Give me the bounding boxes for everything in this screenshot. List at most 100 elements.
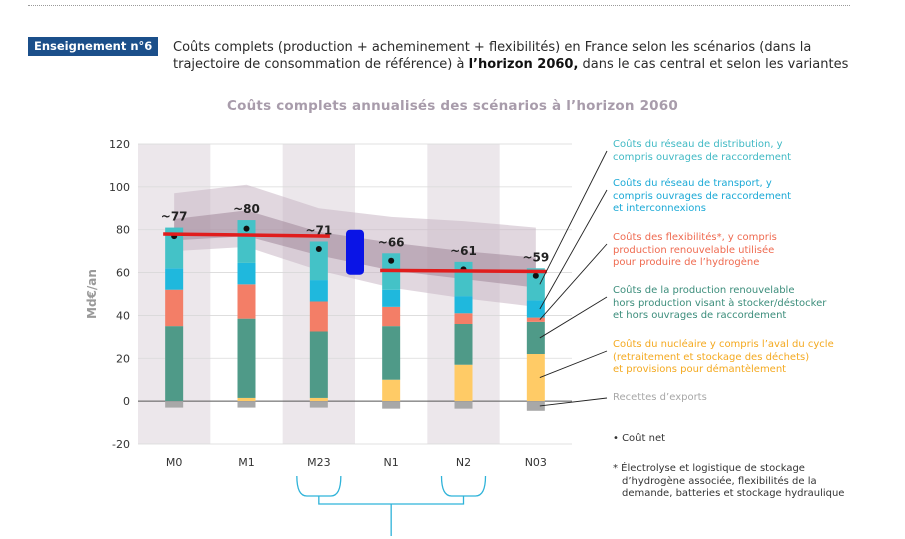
bar-segment-flex-m1 bbox=[237, 284, 256, 319]
legend-text-line: production renouvelable utilisée bbox=[613, 244, 775, 256]
leader-line-exports bbox=[539, 397, 608, 407]
bar-segment-renewable-n03 bbox=[526, 321, 545, 354]
average-line-1 bbox=[163, 232, 330, 238]
bar-segment-transport-m1 bbox=[237, 262, 256, 285]
net-cost-dot-n03 bbox=[532, 272, 539, 279]
bar-segment-distribution-m23 bbox=[309, 241, 328, 281]
heading-text-start: Coûts complets (production + acheminemen… bbox=[173, 40, 812, 72]
bar-segment-exports-n03 bbox=[526, 401, 545, 411]
legend-text-line: compris ouvrages de raccordement bbox=[613, 151, 792, 163]
legend-text-line: Recettes d’exports bbox=[613, 392, 707, 403]
x-tick-label-m1: M1 bbox=[238, 456, 255, 469]
variant-marker bbox=[346, 229, 364, 275]
bar-segment-flex-m0 bbox=[165, 289, 184, 327]
data-label-m0: ~77 bbox=[161, 210, 188, 224]
bar-segment-distribution-m0 bbox=[165, 227, 184, 269]
heading-text-bold: l’horizon 2060, bbox=[468, 57, 579, 72]
legend-item-distribution: Coûts du réseau de distribution, y compri… bbox=[613, 139, 791, 164]
x-tick-label-n2: N2 bbox=[456, 456, 471, 469]
bar-segment-exports-n2 bbox=[454, 401, 473, 409]
net-cost-note: • Coût net bbox=[613, 433, 666, 444]
bar-segment-flex-n03 bbox=[526, 317, 545, 322]
bar-segment-transport-n2 bbox=[454, 296, 473, 314]
data-label-n2: ~61 bbox=[450, 244, 477, 258]
y-tick-label: 0 bbox=[123, 395, 130, 408]
bar-segment-flex-n1 bbox=[382, 306, 401, 327]
lesson-badge: Enseignement n°6 bbox=[28, 37, 159, 56]
net-cost-dot-m1 bbox=[243, 225, 250, 232]
bracket-n2 bbox=[440, 475, 487, 497]
legend-text-line: Coûts des flexibilités*, y compris bbox=[613, 232, 777, 243]
x-tick-label-n1: N1 bbox=[384, 456, 399, 469]
bar-segment-nuclear-n1 bbox=[382, 379, 401, 402]
bar-segment-exports-m1 bbox=[237, 401, 256, 408]
footnote-line: demande, batteries et stockage hydrauliq… bbox=[622, 488, 845, 499]
average-line-2 bbox=[380, 268, 547, 274]
legend-text-line: Coûts du réseau de transport, y bbox=[613, 178, 772, 189]
legend-text-line: Coûts du réseau de distribution, y bbox=[613, 139, 783, 150]
bar-segment-transport-m23 bbox=[309, 280, 328, 302]
legend-text-line: et interconnexions bbox=[613, 203, 706, 214]
bar-segment-exports-m23 bbox=[309, 401, 328, 408]
legend-item-transport: Coûts du réseau de transport, y compris o… bbox=[613, 178, 791, 216]
data-label-n1: ~66 bbox=[378, 235, 405, 249]
average-lines: ~77 ~80 ~71 ~66 ~61 ~59 bbox=[161, 202, 549, 279]
data-label-m1: ~80 bbox=[233, 202, 260, 216]
data-label-n03: ~59 bbox=[522, 250, 549, 264]
bar-segment-renewable-n1 bbox=[382, 326, 401, 380]
legend-text-line: et hors ouvrages de raccordement bbox=[613, 310, 787, 321]
bar-segment-nuclear-n03 bbox=[526, 354, 545, 402]
y-tick-label: 120 bbox=[109, 138, 130, 151]
x-tick-label-m0: M0 bbox=[166, 456, 183, 469]
leader-line-distribution bbox=[539, 150, 608, 285]
legend-item-exports: Recettes d’exports bbox=[613, 392, 707, 405]
legend-item-renewable: Coûts de la production renouvelable hors … bbox=[613, 285, 826, 323]
bar-segment-renewable-m0 bbox=[165, 326, 184, 402]
x-tick-label-n03: N03 bbox=[525, 456, 547, 469]
bar-segment-distribution-m1 bbox=[237, 220, 256, 263]
legend-text-line: pour produire de l’hydrogène bbox=[613, 257, 760, 268]
y-tick-label: 40 bbox=[116, 309, 130, 322]
footnote-line: * Électrolyse et logistique de stockage bbox=[613, 463, 805, 474]
leader-line-nuclear bbox=[539, 350, 608, 378]
top-dotted-rule bbox=[28, 5, 850, 6]
y-tick-label: -20 bbox=[112, 438, 130, 451]
bar-segment-exports-n1 bbox=[382, 401, 401, 409]
y-axis-label: Md€/an bbox=[85, 269, 99, 319]
y-tick-label: 60 bbox=[116, 267, 130, 280]
bar-segment-flex-n2 bbox=[454, 313, 473, 324]
net-cost-dot-m23 bbox=[315, 246, 322, 252]
bar-segment-nuclear-m1 bbox=[237, 397, 256, 402]
bar-segment-renewable-n2 bbox=[454, 324, 473, 365]
legend-item-flex: Coûts des flexibilités*, y compris produc… bbox=[613, 232, 777, 270]
lesson-heading: Coûts complets (production + acheminemen… bbox=[173, 39, 863, 73]
x-tick-label-m23: M23 bbox=[307, 456, 331, 469]
footnote: * Électrolyse et logistique de stockage d… bbox=[613, 463, 844, 501]
legend-text-line: hors production visant à stocker/déstock… bbox=[613, 297, 827, 309]
data-label-m23: ~71 bbox=[305, 224, 332, 238]
bar-segment-distribution-n03 bbox=[526, 268, 545, 301]
leader-line-renewable bbox=[539, 296, 608, 339]
leader-line-flex bbox=[539, 243, 608, 321]
chart-title: Coûts complets annualisés des scénarios … bbox=[227, 98, 678, 114]
legend-text-line: et provisions pour démantèlement bbox=[613, 364, 787, 375]
bar-segment-renewable-m23 bbox=[309, 331, 328, 398]
stacked-bars bbox=[165, 220, 545, 411]
legend-item-nuclear: Coûts du nucléaire y compris l’aval du c… bbox=[613, 339, 834, 377]
y-tick-label: 100 bbox=[109, 181, 130, 194]
bracket-m23 bbox=[296, 475, 342, 497]
axes: 120 100 80 60 40 20 0 -20 Md€/an M0 M1 M23 N1 N2 N03 bbox=[85, 138, 547, 536]
legend-text-line: Coûts de la production renouvelable bbox=[613, 285, 795, 296]
bar-segment-exports-m0 bbox=[165, 401, 184, 408]
leader-line-transport bbox=[539, 189, 608, 310]
heading-text-end: dans le cas central et selon les variant… bbox=[578, 57, 849, 72]
net-cost-dot-n1 bbox=[388, 257, 395, 264]
bar-segment-transport-n1 bbox=[382, 289, 401, 307]
y-tick-label: 20 bbox=[116, 352, 130, 365]
footnote-line: d’hydrogène associée, flexibilités de la bbox=[622, 475, 817, 487]
bracket-connector bbox=[318, 496, 465, 536]
legend-text-line: compris ouvrages de raccordement bbox=[613, 190, 792, 202]
bar-segment-nuclear-n2 bbox=[454, 364, 473, 402]
legend-text-line: (retraitement et stockage des déchets) bbox=[613, 351, 810, 363]
